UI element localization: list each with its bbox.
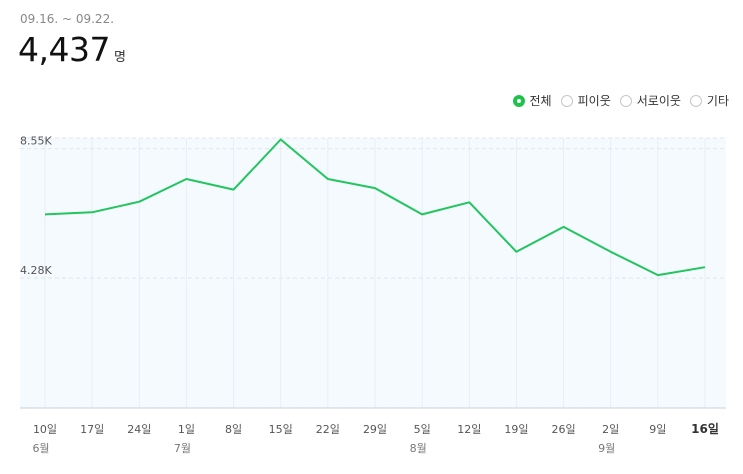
x-tick-label: 15일 [269, 422, 293, 436]
x-tick-label: 16일 [691, 422, 719, 436]
x-tick-label: 10일 [33, 422, 57, 436]
data-point [467, 200, 471, 204]
x-tick-label: 24일 [127, 422, 151, 436]
legend-label: 서로이웃 [636, 94, 681, 108]
data-point [137, 200, 141, 204]
legend-item-mutual-neighbor[interactable]: 서로이웃 [619, 92, 681, 109]
data-point [656, 273, 660, 277]
x-tick-label: 26일 [552, 422, 576, 436]
total-value: 4,437 [18, 30, 110, 69]
x-tick-label: 1일 [178, 422, 195, 436]
x-tick-label: 12일 [457, 422, 481, 436]
series-line [44, 138, 706, 277]
total-visitors: 4,437 명 [18, 30, 126, 69]
x-month-label: 7월 [174, 442, 191, 455]
data-point [279, 138, 283, 142]
plot-area [20, 138, 726, 408]
radio-icon [619, 94, 632, 107]
data-point [184, 177, 188, 181]
x-tick-label: 17일 [80, 422, 104, 436]
x-tick-label: 9일 [649, 422, 666, 436]
data-point [609, 250, 613, 254]
data-point [514, 250, 518, 254]
data-point [420, 212, 424, 216]
y-tick-label: 4.28K [20, 264, 52, 277]
radio-icon [560, 94, 573, 107]
x-tick-label: 8일 [225, 422, 242, 436]
legend-label: 전체 [529, 94, 552, 108]
legend: 전체 피이웃 서로이웃 기타 [504, 92, 729, 109]
legend-label: 피이웃 [577, 94, 611, 108]
x-month-label: 6월 [32, 442, 49, 455]
legend-item-neighbor[interactable]: 피이웃 [560, 92, 611, 109]
x-tick-label: 29일 [363, 422, 387, 436]
x-month-label: 9월 [598, 442, 615, 455]
total-unit: 명 [113, 50, 126, 65]
radio-icon [689, 94, 702, 107]
x-tick-label: 19일 [504, 422, 528, 436]
data-point [326, 177, 330, 181]
legend-item-all[interactable]: 전체 [512, 92, 552, 109]
radio-icon [512, 94, 525, 107]
data-point [232, 188, 236, 192]
data-point [43, 212, 47, 216]
x-month-label: 8월 [410, 442, 427, 455]
y-tick-label: 8.55K [20, 135, 52, 148]
x-tick-label: 22일 [316, 422, 340, 436]
data-point [562, 225, 566, 229]
x-tick-label: 2일 [602, 422, 619, 436]
legend-label: 기타 [706, 94, 729, 108]
x-tick-label: 5일 [414, 422, 431, 436]
date-range: 09.16. ~ 09.22. [20, 12, 115, 26]
data-point [90, 210, 94, 214]
legend-item-other[interactable]: 기타 [689, 92, 729, 109]
data-point [373, 186, 377, 190]
data-point [703, 265, 707, 269]
